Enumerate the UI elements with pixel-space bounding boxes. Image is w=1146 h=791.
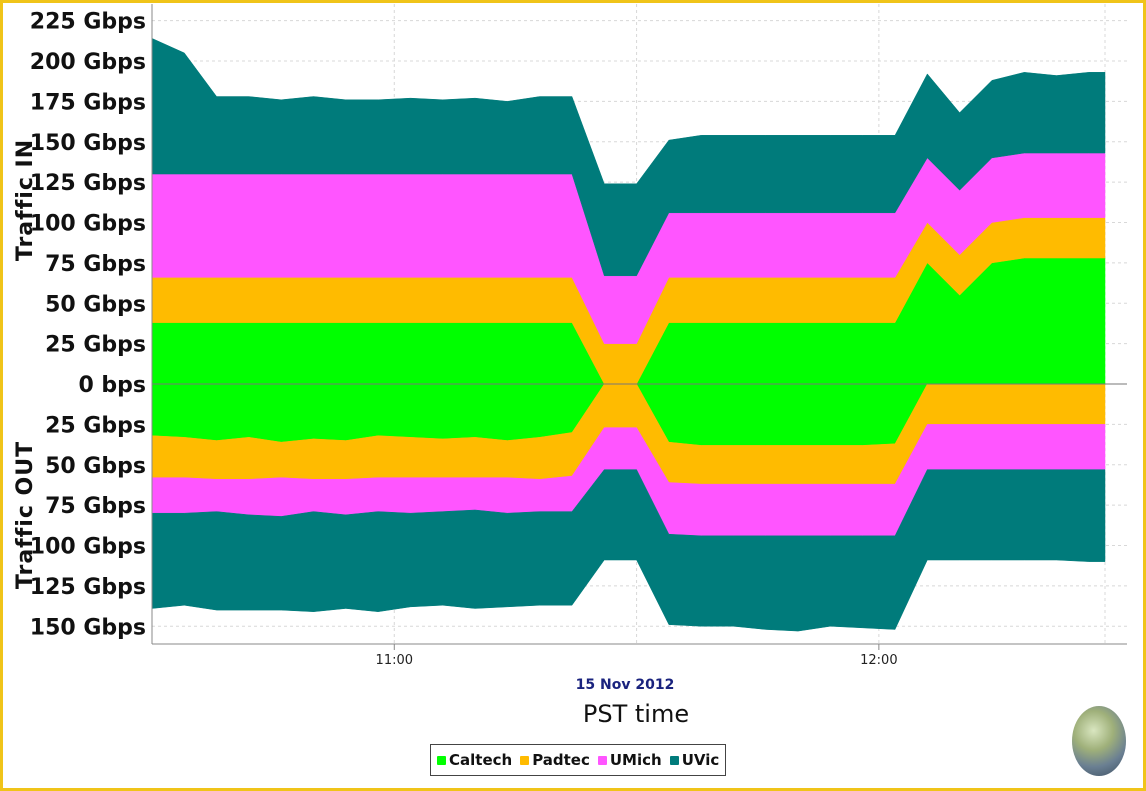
y-tick-label: 150 Gbps	[30, 615, 146, 640]
y-tick-label: 50 Gbps	[45, 454, 146, 479]
y-tick-label: 50 Gbps	[45, 292, 146, 317]
y-tick-label: 100 Gbps	[30, 535, 146, 560]
area-out-uvic	[151, 469, 1106, 632]
globe-logo	[1072, 706, 1126, 776]
legend-item-caltech: Caltech	[435, 751, 514, 769]
y-label-out: Traffic OUT	[13, 441, 38, 589]
legend-label: UMich	[609, 751, 662, 769]
y-label-in: Traffic IN	[13, 139, 38, 261]
legend-item-umich: UMich	[596, 751, 664, 769]
y-tick-label: 25 Gbps	[45, 413, 146, 438]
y-tick-label: 225 Gbps	[30, 10, 146, 35]
legend-swatch	[437, 755, 446, 765]
legend: Caltech Padtec UMich UVic	[430, 744, 727, 776]
y-tick-label: 75 Gbps	[45, 494, 146, 519]
x-tick-labels: 11:00 12:00	[376, 644, 898, 668]
legend-item-padtec: Padtec	[518, 751, 592, 769]
legend-swatch	[520, 755, 530, 765]
y-tick-labels: 0 bps 25 Gbps 50 Gbps 75 Gbps 100 Gbps 125 Gb…	[30, 10, 146, 641]
legend-label: UVic	[681, 751, 720, 769]
y-tick-label: 100 Gbps	[30, 212, 146, 237]
legend-label: Padtec	[532, 751, 590, 769]
series-areas	[151, 38, 1106, 632]
y-tick-label: 75 Gbps	[45, 252, 146, 277]
y-tick-label: 25 Gbps	[45, 333, 146, 358]
y-tick-label: 125 Gbps	[30, 171, 146, 196]
x-tick-label: 11:00	[376, 653, 413, 668]
y-tick-label: 150 Gbps	[30, 131, 146, 156]
x-tick-label: 12:00	[860, 653, 897, 668]
date-label: 15 Nov 2012	[576, 677, 675, 693]
y-tick-label: 0 bps	[78, 373, 146, 398]
area-in-uvic	[151, 38, 1106, 277]
x-axis-title: PST time	[583, 700, 689, 728]
y-tick-label: 175 Gbps	[30, 90, 146, 115]
legend-item-uvic: UVic	[668, 751, 722, 769]
legend-swatch	[597, 755, 607, 765]
y-tick-label: 125 Gbps	[30, 575, 146, 600]
y-tick-label: 200 Gbps	[30, 50, 146, 75]
legend-swatch	[669, 755, 679, 765]
legend-label: Caltech	[449, 751, 513, 769]
traffic-chart: 0 bps 25 Gbps 50 Gbps 75 Gbps 100 Gbps 125 Gb…	[13, 4, 1127, 728]
